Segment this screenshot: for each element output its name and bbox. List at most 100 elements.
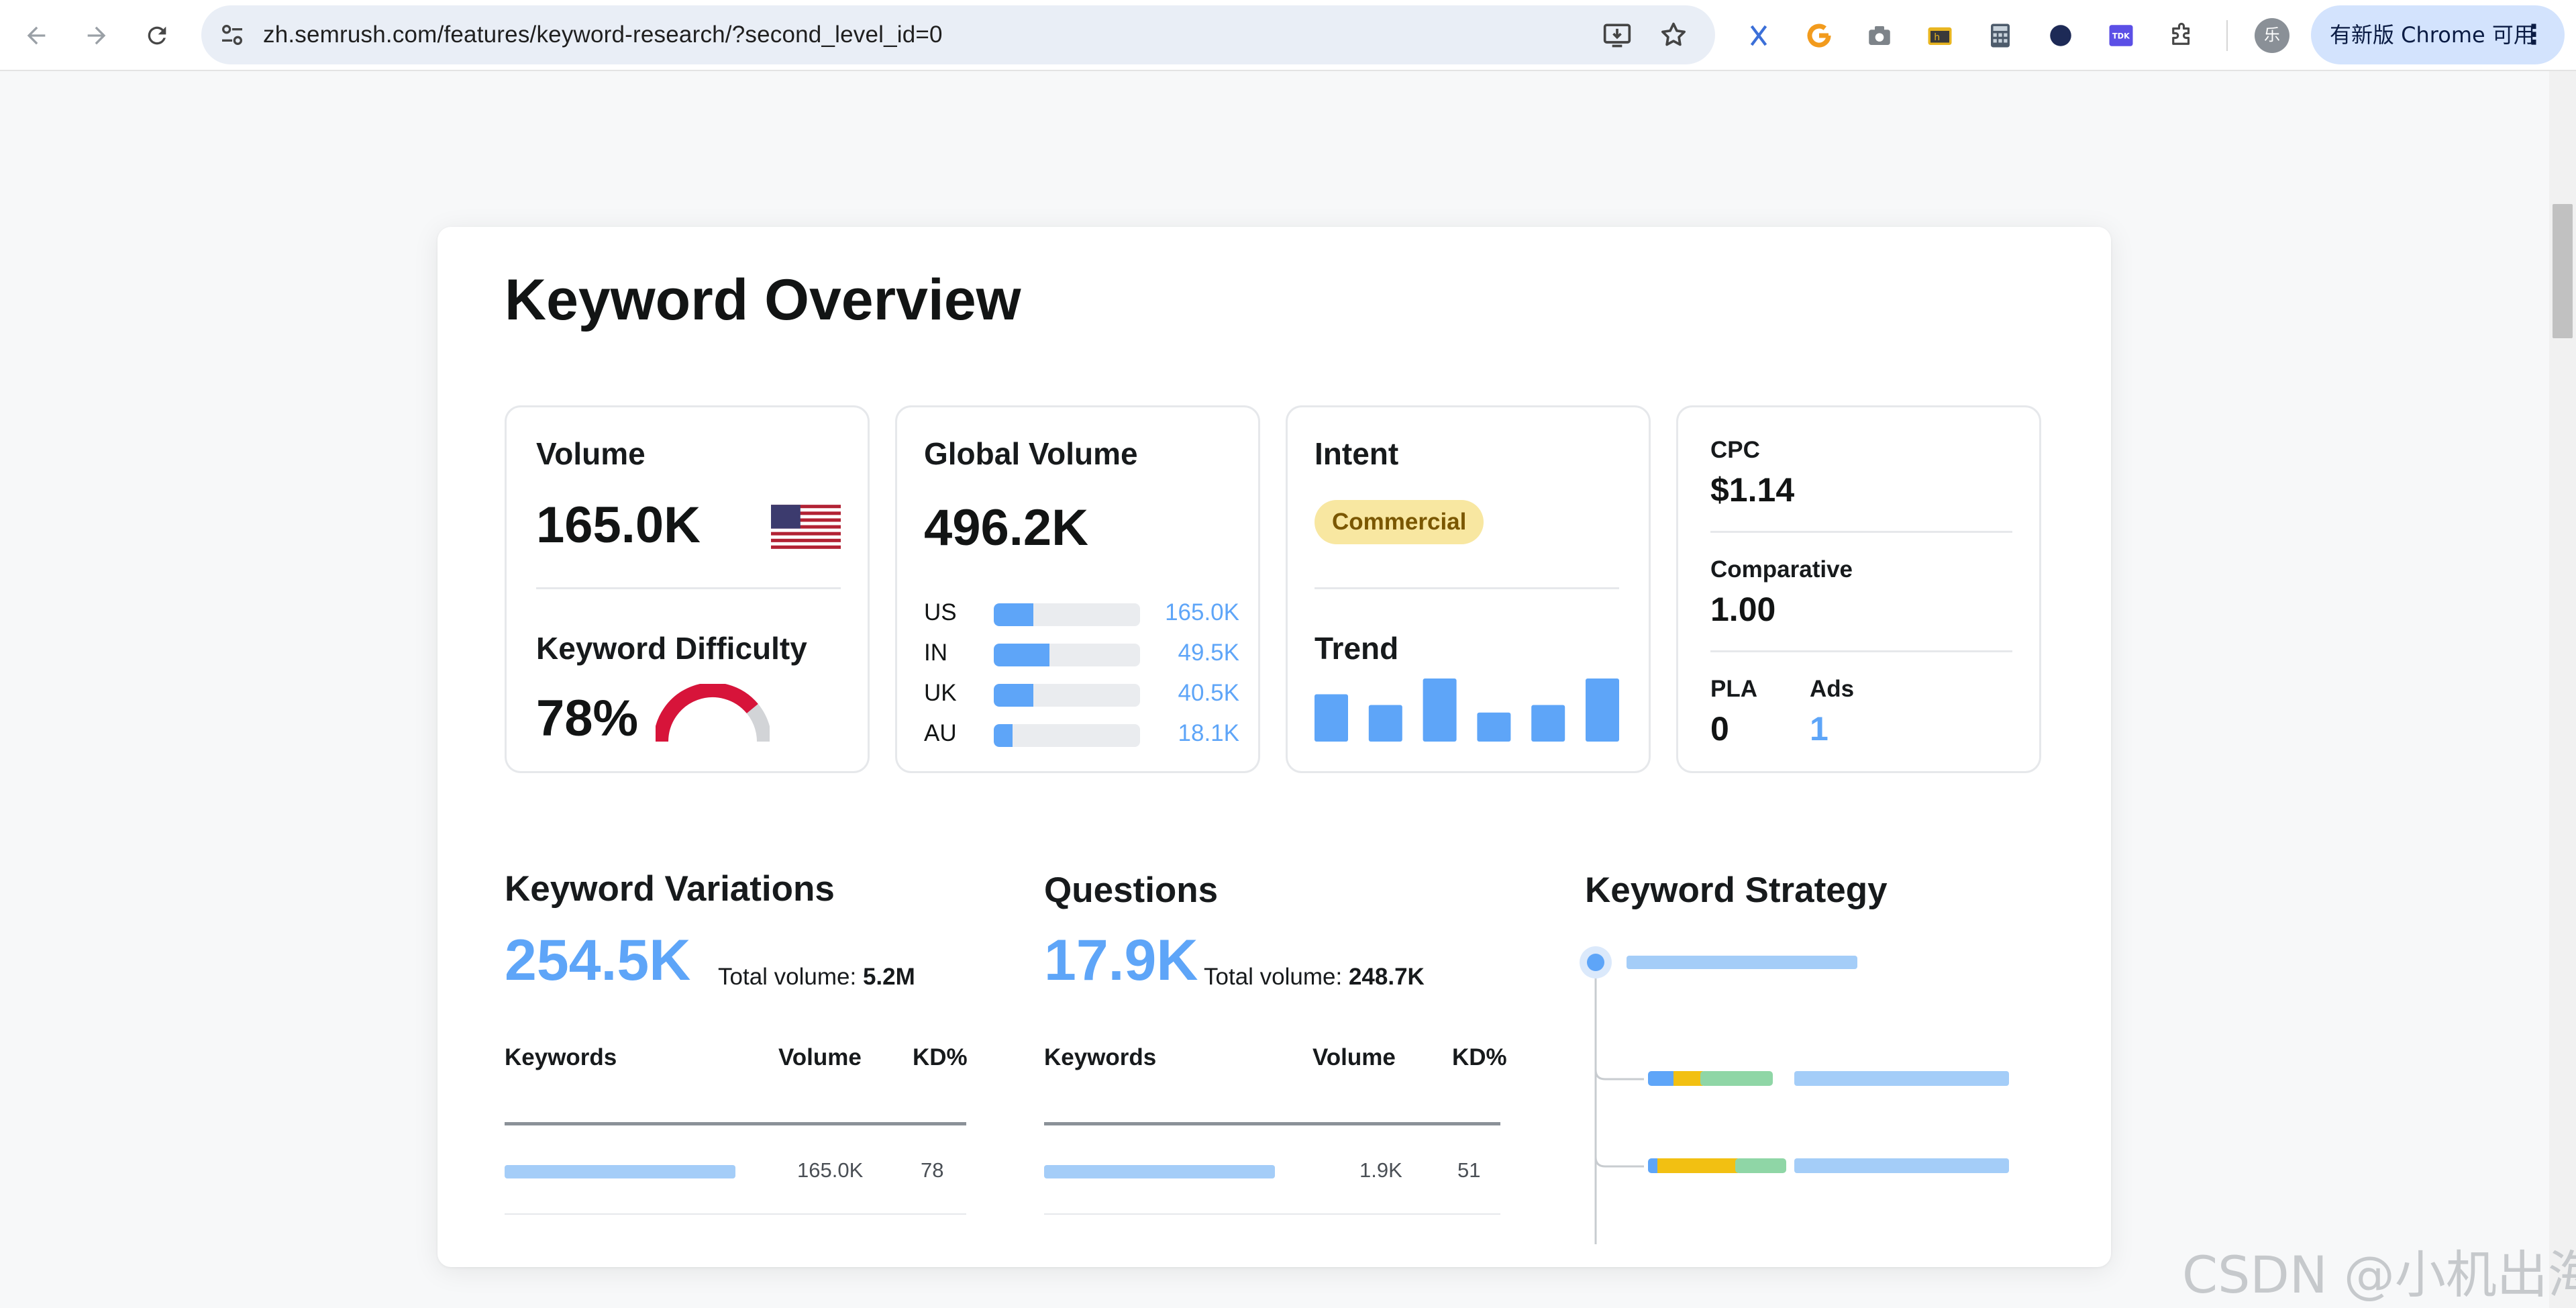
translate-x-icon <box>1750 25 1767 46</box>
variations-total-label: Total volume: <box>718 964 857 990</box>
half-moon-icon <box>2050 25 2071 46</box>
extension-folder-button[interactable]: h <box>1922 17 1958 54</box>
cpc-box: CPC $1.14 Comparative 1.00 PLA 0 Ads 1 <box>1676 405 2041 773</box>
intent-badge: Commercial <box>1315 500 1484 544</box>
strategy-root-placeholder <box>1627 956 1857 969</box>
svg-text:h: h <box>1934 32 1940 43</box>
cpc-value: $1.14 <box>1710 471 1795 509</box>
kd-gauge <box>656 684 770 742</box>
extension-moon-button[interactable] <box>2043 17 2079 54</box>
country-volume: 165.0K <box>1165 599 1239 625</box>
questions-total: Total volume: 248.7K <box>1204 964 1425 991</box>
install-app-icon[interactable] <box>1602 20 1632 50</box>
intent-label: Intent <box>1315 436 1399 471</box>
page-title: Keyword Overview <box>505 268 1021 332</box>
more-menu-icon[interactable]: ⋮ <box>2520 19 2547 50</box>
country-bar-fill <box>994 644 1049 666</box>
comparative-divider <box>1710 650 2012 652</box>
extension-camera-button[interactable] <box>1861 17 1898 54</box>
country-bar-fill <box>994 724 1013 747</box>
cpc-divider <box>1710 531 2012 533</box>
questions-title: Questions <box>1044 870 1219 910</box>
pla-value: 0 <box>1710 710 1729 748</box>
reload-button[interactable] <box>138 17 176 54</box>
questions-keyword-placeholder <box>1044 1165 1275 1178</box>
questions-header-line <box>1044 1122 1500 1125</box>
kd-value: 78% <box>536 690 639 747</box>
strategy-seg-green-1 <box>1700 1071 1773 1086</box>
strategy-seg-yellow-2 <box>1657 1158 1738 1173</box>
svg-text:TDK: TDK <box>2112 31 2130 40</box>
country-code: UK <box>924 680 957 706</box>
folder-icon: h <box>1928 27 1952 45</box>
questions-total-label: Total volume: <box>1204 964 1343 990</box>
strategy-branch-2 <box>1594 1156 1644 1168</box>
country-bar-track <box>994 603 1140 626</box>
g-logo-icon <box>1807 23 1831 48</box>
extension-tdk-button[interactable]: TDK <box>2103 17 2139 54</box>
comparative-label: Comparative <box>1710 556 1853 583</box>
url-text[interactable]: zh.semrush.com/features/keyword-research… <box>263 21 943 48</box>
strategy-seg-yellow-1 <box>1673 1071 1703 1086</box>
country-bar-track <box>994 644 1140 666</box>
back-button[interactable] <box>17 17 55 54</box>
reload-icon <box>148 26 166 45</box>
questions-row-volume: 1.9K <box>1359 1158 1402 1182</box>
country-row-au: AU 18.1K <box>924 720 1239 747</box>
us-flag-icon <box>771 505 841 549</box>
variations-header-line <box>505 1122 966 1125</box>
country-bar-fill <box>994 684 1033 707</box>
camera-icon <box>1869 26 1890 45</box>
strategy-branch-1-placeholder <box>1794 1071 2009 1086</box>
trend-bar <box>1531 705 1565 742</box>
kd-gauge-fill <box>656 684 758 742</box>
trend-bar <box>1315 694 1348 742</box>
strategy-title: Keyword Strategy <box>1585 870 1888 910</box>
trend-bar <box>1423 678 1457 742</box>
country-bar-track <box>994 724 1140 747</box>
address-bar[interactable]: zh.semrush.com/features/keyword-research… <box>201 5 1715 64</box>
browser-toolbar: zh.semrush.com/features/keyword-research… <box>0 0 2576 71</box>
variations-row-volume: 165.0K <box>797 1158 864 1182</box>
strategy-branch-2-placeholder <box>1794 1158 2009 1173</box>
variations-total-value: 5.2M <box>862 964 915 990</box>
volume-label: Volume <box>536 436 646 471</box>
puzzle-icon <box>2172 22 2190 45</box>
profile-avatar[interactable]: 乐 <box>2255 18 2289 53</box>
country-code: IN <box>924 640 947 666</box>
questions-count[interactable]: 17.9K <box>1044 928 1198 993</box>
kd-label: Keyword Difficulty <box>536 631 807 666</box>
questions-row-kd: 51 <box>1457 1158 1481 1182</box>
country-row-us: US 165.0K <box>924 599 1239 626</box>
toolbar-divider <box>2226 20 2228 51</box>
trend-bar <box>1586 678 1619 742</box>
extension-calculator-button[interactable] <box>1982 17 2018 54</box>
country-code: US <box>924 599 957 625</box>
country-volume: 49.5K <box>1178 640 1239 666</box>
extension-g-button[interactable] <box>1801 17 1837 54</box>
variations-col-kd: KD% <box>913 1044 968 1070</box>
intent-divider <box>1315 587 1619 589</box>
arrow-right-icon <box>87 26 106 45</box>
country-bar-fill <box>994 603 1033 626</box>
trend-label: Trend <box>1315 631 1399 666</box>
cpc-label: CPC <box>1710 437 1760 463</box>
global-volume-label: Global Volume <box>924 436 1138 471</box>
variations-count[interactable]: 254.5K <box>505 928 691 993</box>
country-volume: 18.1K <box>1178 720 1239 746</box>
country-row-uk: UK 40.5K <box>924 680 1239 707</box>
forward-button[interactable] <box>78 17 115 54</box>
chrome-update-button[interactable]: 有新版 Chrome 可用 ⋮ <box>2311 5 2565 64</box>
questions-col-keywords: Keywords <box>1044 1044 1157 1070</box>
ads-value[interactable]: 1 <box>1810 710 1828 748</box>
extension-translate-button[interactable] <box>1741 17 1777 54</box>
extensions-menu-button[interactable] <box>2163 17 2200 54</box>
page-scrollbar-thumb[interactable] <box>2553 204 2573 338</box>
strategy-diagram <box>1580 946 2009 1244</box>
country-code: AU <box>924 720 957 746</box>
site-settings-icon[interactable] <box>219 21 246 48</box>
trend-chart <box>1315 678 1619 742</box>
bookmark-star-icon[interactable] <box>1659 20 1688 50</box>
keyword-overview-card: Keyword Overview Volume 165.0K Keyword D… <box>437 227 2111 1267</box>
intent-box: Intent Commercial Trend <box>1286 405 1651 773</box>
